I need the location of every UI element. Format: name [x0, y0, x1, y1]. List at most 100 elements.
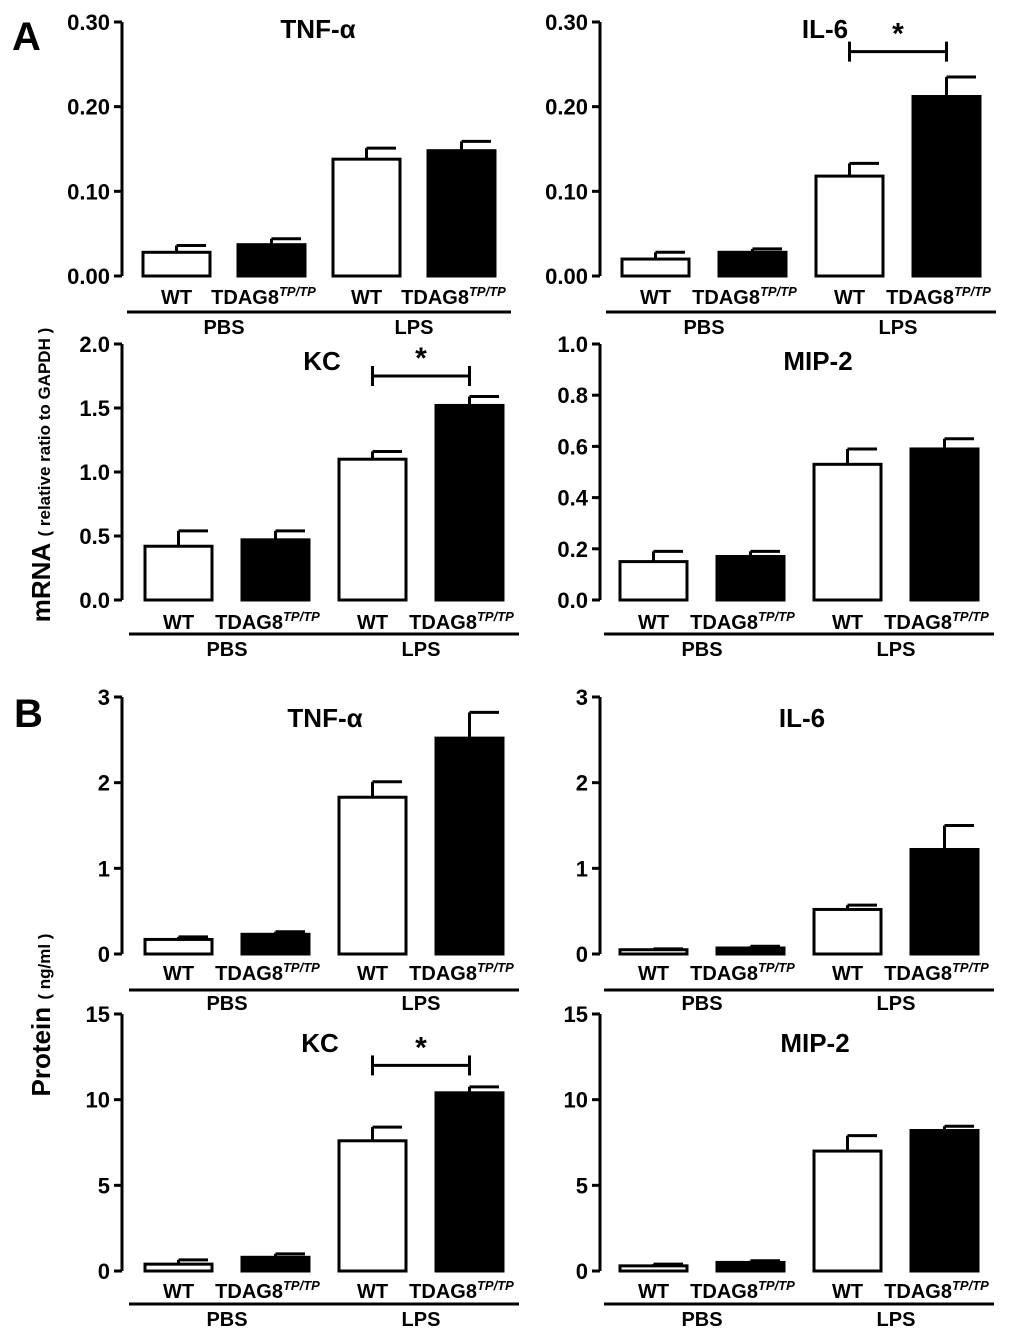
category-label: TDAG8TP/TP — [884, 1278, 989, 1303]
y-tick-label: 0.00 — [67, 264, 110, 289]
category-label: TDAG8TP/TP — [884, 960, 989, 985]
y-tick-label: 0 — [576, 1259, 588, 1284]
bar — [717, 250, 788, 278]
y-tick-label: 0.2 — [557, 537, 588, 562]
y-tick-label: 0.30 — [67, 10, 110, 35]
bar — [814, 174, 885, 278]
bar — [715, 1260, 786, 1273]
y-tick-label: 0.30 — [545, 10, 588, 35]
y-tick-label: 0.6 — [557, 434, 588, 459]
y-tick-label: 0.10 — [67, 179, 110, 204]
group-label: PBS — [206, 639, 247, 661]
y-tick-label: 2 — [98, 771, 110, 796]
chart-b-il6: IL-6 0 1 2 3 WT TDAG8TP/TP WT TDAG8TP/TP PBS LPS — [576, 685, 994, 1015]
y-tick-label: 0.8 — [557, 383, 588, 408]
y-tick-label: 0.00 — [545, 264, 588, 289]
group-label: LPS — [877, 993, 916, 1015]
category-label: WT — [351, 287, 382, 309]
bar — [337, 457, 408, 602]
category-label: TDAG8TP/TP — [884, 609, 989, 634]
chart-title: KC — [303, 346, 341, 376]
significance-star: * — [415, 1031, 427, 1064]
bar — [143, 1262, 214, 1273]
bar — [434, 1091, 505, 1273]
bar — [618, 1264, 689, 1273]
y-tick-label: 0.5 — [79, 524, 110, 549]
y-tick-label: 3 — [576, 685, 588, 710]
category-label: WT — [832, 1281, 863, 1303]
category-label: WT — [163, 963, 194, 985]
category-label: TDAG8TP/TP — [692, 284, 797, 309]
category-label: WT — [832, 963, 863, 985]
category-label: WT — [640, 287, 671, 309]
panel-label-b: B — [14, 692, 43, 736]
y-tick-label: 1 — [576, 856, 588, 881]
chart-title: TNF-α — [287, 703, 362, 733]
category-label: WT — [163, 1281, 194, 1303]
chart-title: KC — [301, 1028, 339, 1058]
y-axis-label-mrna-main: mRNA — [26, 543, 56, 623]
chart-title: MIP-2 — [783, 346, 852, 376]
group-label: LPS — [402, 993, 441, 1015]
category-label: WT — [357, 612, 388, 634]
chart-a-kc: KC 0.0 0.5 1.0 1.5 2.0 WT TDAG8TP/TP WT TDAG8TP/T… — [79, 332, 519, 661]
bar — [812, 907, 883, 956]
category-label: TDAG8TP/TP — [215, 960, 320, 985]
bar — [812, 1149, 883, 1273]
bar — [618, 560, 689, 602]
bar — [909, 847, 980, 956]
group-label: LPS — [402, 1309, 441, 1331]
y-tick-label: 15 — [86, 1002, 110, 1027]
group-label: PBS — [683, 317, 724, 339]
y-tick-label: 0.0 — [557, 588, 588, 613]
bar — [337, 1139, 408, 1273]
category-label: TDAG8TP/TP — [690, 609, 795, 634]
bar — [141, 250, 212, 278]
chart-b-kc: KC 0 5 10 15 WT TDAG8TP/TP WT TDAG8TP/TP PBS LPS * — [86, 1002, 519, 1331]
y-tick-label: 5 — [576, 1173, 588, 1198]
chart-b-tnf: TNF-α 0 1 2 3 WT TDAG8TP/TP WT TDAG8TP/TP PBS LPS — [98, 685, 519, 1015]
y-axis-label-mrna-sub: ( relative ratio to GAPDH ) — [35, 328, 54, 537]
bar — [812, 462, 883, 602]
y-tick-label: 3 — [98, 685, 110, 710]
bar — [143, 937, 214, 956]
category-label: TDAG8TP/TP — [409, 960, 514, 985]
category-label: WT — [638, 1281, 669, 1303]
category-label: WT — [832, 612, 863, 634]
y-tick-label: 1.0 — [557, 332, 588, 357]
y-tick-label: 2.0 — [79, 332, 110, 357]
group-label: LPS — [395, 317, 434, 339]
y-tick-label: 0 — [576, 942, 588, 967]
category-label: WT — [638, 612, 669, 634]
group-label: PBS — [206, 1309, 247, 1331]
significance-star: * — [892, 18, 904, 51]
chart-a-mip2: MIP-2 0.0 0.2 0.4 0.6 0.8 1.0 WT TDAG8TP/TP WT TDA… — [557, 332, 994, 661]
chart-a-il6: IL-6 0.00 0.10 0.20 0.30 WT TDAG8TP/TP WT TDAG8T… — [545, 10, 996, 339]
category-label: WT — [357, 1281, 388, 1303]
group-label: PBS — [681, 993, 722, 1015]
y-tick-label: 0.10 — [545, 179, 588, 204]
y-tick-label: 0 — [98, 942, 110, 967]
bar — [426, 149, 497, 278]
bar — [909, 447, 980, 602]
y-tick-label: 1.5 — [79, 396, 110, 421]
category-label: TDAG8TP/TP — [211, 284, 316, 309]
category-label: WT — [834, 287, 865, 309]
category-label: TDAG8TP/TP — [215, 609, 320, 634]
y-tick-label: 5 — [98, 1173, 110, 1198]
category-label: TDAG8TP/TP — [409, 609, 514, 634]
bar — [434, 736, 505, 956]
bar — [909, 1129, 980, 1273]
category-label: WT — [638, 963, 669, 985]
group-label: LPS — [877, 1309, 916, 1331]
significance-star: * — [415, 342, 427, 375]
group-label: LPS — [879, 317, 918, 339]
bar — [240, 1255, 311, 1273]
y-axis-label-mrna: mRNA ( relative ratio to GAPDH ) — [26, 328, 56, 622]
category-label: WT — [163, 612, 194, 634]
bar — [911, 95, 982, 278]
group-label: PBS — [203, 317, 244, 339]
chart-b-mip2: MIP-2 0 5 10 15 WT TDAG8TP/TP WT TDAG8TP/TP PBS LP… — [564, 1002, 994, 1331]
category-label: TDAG8TP/TP — [886, 284, 991, 309]
